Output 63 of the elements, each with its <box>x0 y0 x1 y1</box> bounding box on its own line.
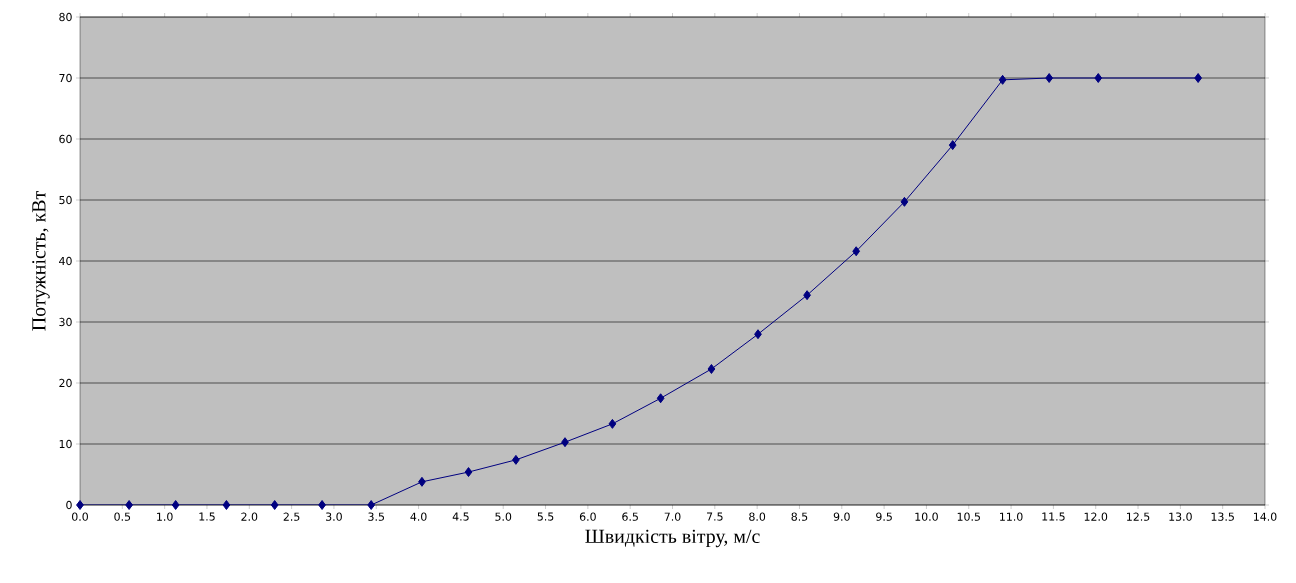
point <box>1194 73 1202 83</box>
y-tick-label: 10 <box>59 439 72 449</box>
x-tick-label: 13.0 <box>1169 512 1192 521</box>
x-tick-label: 1.5 <box>199 512 215 521</box>
point <box>367 500 376 510</box>
x-tick-label: 11.5 <box>1042 512 1065 521</box>
point <box>418 476 426 487</box>
point <box>900 196 909 207</box>
point <box>512 454 520 465</box>
point <box>1045 73 1054 83</box>
x-tick-label: 10.0 <box>915 512 938 521</box>
x-tick-label: 3.0 <box>326 512 342 521</box>
x-tick-label: 14.0 <box>1254 512 1277 521</box>
x-tick-label: 6.5 <box>622 512 638 521</box>
y-tick-label: 70 <box>59 73 72 83</box>
point <box>171 500 180 510</box>
x-tick-label: 1.0 <box>157 512 173 521</box>
point <box>998 74 1007 85</box>
point <box>270 500 279 510</box>
y-tick-label: 80 <box>59 12 72 22</box>
point <box>561 437 569 448</box>
point <box>76 500 84 510</box>
x-tick-label: 0.5 <box>114 512 131 521</box>
point <box>948 140 957 151</box>
y-tick-label: 0 <box>66 500 72 510</box>
x-tick-label: 9.0 <box>833 512 850 521</box>
x-axis-title: Швидкість вітру, м/с <box>585 529 760 548</box>
y-axis-title: Потужність, кВт <box>32 191 50 331</box>
x-tick-label: 7.0 <box>664 512 681 521</box>
y-tick-label: 20 <box>59 378 72 388</box>
point <box>852 246 861 257</box>
x-tick-label: 8.5 <box>791 512 808 521</box>
x-tick-label: 2.0 <box>241 512 258 521</box>
point <box>318 500 326 510</box>
point <box>608 418 617 429</box>
y-tick-label: 30 <box>59 317 72 327</box>
x-tick-label: 3.5 <box>368 512 385 521</box>
point <box>656 393 665 404</box>
point <box>464 467 473 478</box>
x-tick-label: 6.0 <box>579 512 596 521</box>
x-tick-label: 2.5 <box>283 512 300 521</box>
y-tick-label: 60 <box>59 134 72 144</box>
x-tick-label: 5.0 <box>495 512 512 521</box>
x-tick-label: 9.5 <box>876 512 892 521</box>
x-tick-label: 13.5 <box>1211 512 1234 521</box>
point <box>222 500 231 510</box>
x-tick-label: 12.0 <box>1084 512 1108 521</box>
y-tick-label: 40 <box>59 256 72 266</box>
x-tick-label: 10.5 <box>957 512 980 521</box>
x-tick-label: 4.0 <box>410 512 427 521</box>
x-tick-label: 11.0 <box>1000 512 1023 521</box>
point <box>1094 73 1103 83</box>
x-tick-label: 7.5 <box>707 512 723 521</box>
x-tick-label: 8.0 <box>749 512 766 521</box>
x-tick-label: 12.5 <box>1127 512 1150 521</box>
point <box>707 363 716 374</box>
point <box>803 290 811 301</box>
x-tick-label: 0.0 <box>72 512 88 521</box>
point <box>125 500 133 510</box>
point <box>754 329 762 340</box>
x-tick-label: 5.5 <box>537 512 554 521</box>
y-tick-label: 50 <box>59 195 72 205</box>
x-tick-label: 4.5 <box>452 512 469 521</box>
